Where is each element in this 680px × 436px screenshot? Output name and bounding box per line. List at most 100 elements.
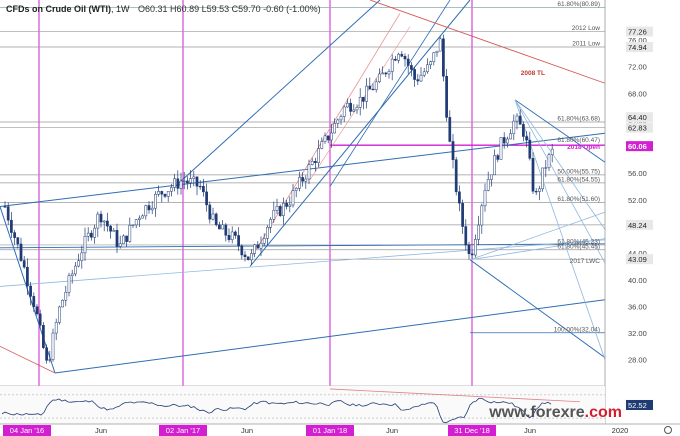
candle-body xyxy=(406,58,410,66)
candle-body xyxy=(534,191,538,193)
candle-body xyxy=(346,102,349,108)
candle-body xyxy=(365,85,368,102)
candle-body xyxy=(90,232,93,238)
candle-body xyxy=(224,224,228,236)
candle-body xyxy=(355,107,359,111)
axis-level-box xyxy=(626,254,653,265)
candle-body xyxy=(314,160,317,164)
candle-body xyxy=(474,239,477,256)
current-price-box xyxy=(626,141,653,152)
candle-body xyxy=(106,220,109,227)
candle-body xyxy=(410,65,413,70)
candle-body xyxy=(518,115,522,125)
level-annotation: 61.80%(51.60) xyxy=(557,196,600,203)
candle-body xyxy=(330,132,333,141)
candle-body xyxy=(362,96,365,102)
candle-body xyxy=(371,88,375,91)
candle-body xyxy=(480,205,484,226)
x-tick-label: Jun xyxy=(386,426,398,435)
candle-body xyxy=(477,224,480,240)
candle-body xyxy=(403,56,407,60)
x-tick-label: 31 Dec '18 xyxy=(454,426,490,435)
candle-body xyxy=(131,224,135,226)
logo-dot: .com xyxy=(584,404,622,421)
x-tick-highlight xyxy=(448,425,496,436)
candle-body xyxy=(515,115,519,122)
candle-body xyxy=(310,160,314,165)
candle-body xyxy=(102,220,106,223)
axis-level-box xyxy=(626,42,653,53)
candle-body xyxy=(163,193,167,197)
candle-body xyxy=(16,237,20,245)
candle-body xyxy=(38,313,42,326)
candle-body xyxy=(170,187,173,192)
candle-body xyxy=(509,133,512,140)
candle-body xyxy=(461,202,464,227)
settings-gear-icon[interactable] xyxy=(664,426,672,434)
candle-body xyxy=(294,188,298,191)
y-tick-label: 68.00 xyxy=(628,89,647,98)
rsi-line xyxy=(1,397,552,424)
candle-body xyxy=(189,178,192,184)
candle-body xyxy=(83,236,87,254)
candle-body xyxy=(134,219,138,226)
candle-body xyxy=(51,332,55,360)
ohlc-readout: O60.31 H60.89 L59.53 C59.70 -0.60 (-1.00… xyxy=(138,4,321,14)
candle-body xyxy=(438,38,442,52)
candle-body xyxy=(230,231,234,240)
candle-body xyxy=(374,81,378,90)
candle-body xyxy=(336,119,340,124)
candle-body xyxy=(285,202,288,207)
candle-body xyxy=(432,52,436,62)
candle-body xyxy=(144,205,148,217)
level-annotation: 100.00%(32.04) xyxy=(554,326,600,333)
candle-body xyxy=(61,299,64,308)
candle-body xyxy=(512,120,516,134)
candle-body xyxy=(67,275,71,293)
candle-body xyxy=(99,213,103,223)
candle-body xyxy=(413,69,416,80)
axis-level-label: 62.83 xyxy=(628,124,647,133)
candle-body xyxy=(6,206,10,221)
candle-body xyxy=(525,136,528,141)
candle-body xyxy=(547,154,551,168)
instrument-title: CFDs on Crude Oil (WTI) xyxy=(6,4,111,14)
trend-line xyxy=(369,0,606,84)
trend-line xyxy=(54,299,606,374)
axis-level-box xyxy=(626,112,653,123)
candle-body xyxy=(426,64,429,73)
candle-body xyxy=(323,135,327,142)
candle-body xyxy=(448,117,452,142)
candle-body xyxy=(496,155,500,160)
x-tick-label: 01 Jan '18 xyxy=(313,426,347,435)
candle-body xyxy=(419,74,423,82)
level-annotation: 2008 TL xyxy=(521,70,545,77)
candle-body xyxy=(147,205,151,211)
candle-body xyxy=(470,253,474,256)
candle-body xyxy=(93,227,96,238)
candle-body xyxy=(195,176,199,187)
candle-body xyxy=(381,72,384,75)
candle-body xyxy=(378,73,381,83)
candle-body xyxy=(227,235,231,240)
candle-body xyxy=(218,224,221,230)
candle-body xyxy=(467,244,471,255)
candle-body xyxy=(234,231,237,236)
candle-body xyxy=(237,235,240,247)
candle-body xyxy=(298,177,301,189)
candle-body xyxy=(42,325,45,348)
trend-line xyxy=(0,243,606,249)
candle-body xyxy=(192,176,196,179)
candle-body xyxy=(109,225,112,232)
forexre-logo: www.forexre.com xyxy=(489,404,622,422)
current-price-label: 60.06 xyxy=(628,142,647,151)
axis-level-label: 48.24 xyxy=(628,221,647,230)
candle-body xyxy=(352,109,356,112)
candle-body xyxy=(154,194,157,209)
candle-body xyxy=(493,155,496,176)
candle-body xyxy=(221,224,224,230)
interval-label[interactable]: 1W xyxy=(116,4,130,14)
candle-body xyxy=(128,225,132,242)
candle-body xyxy=(182,180,186,182)
